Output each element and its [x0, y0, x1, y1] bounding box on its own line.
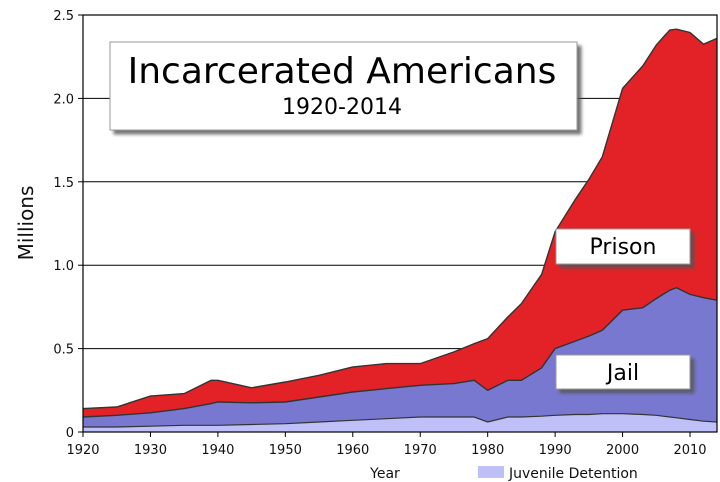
jail-label: Jail: [605, 361, 639, 386]
prison-label-frame: [555, 228, 691, 265]
plot-frame: [82, 14, 718, 433]
y-tick-label: 2.0: [53, 92, 74, 107]
x-axis-ticks: 1920 1930 1940 1950 1960 1970 1980 1990 2000 2010: [66, 432, 707, 458]
prison-boundary-line: [82, 28, 718, 410]
x-tick-label: 1970: [404, 443, 437, 458]
jail-boundary-line: [82, 286, 718, 418]
legend: Juvenile Detention: [478, 466, 638, 482]
juvenile-detention-area: [83, 413, 717, 432]
x-tick-label: 1930: [134, 443, 167, 458]
jail-label-frame: [555, 354, 691, 390]
juvenile-legend-swatch: [478, 466, 504, 478]
title-box: Incarcerated Americans 1920-2014: [109, 41, 578, 131]
chart-title: Incarcerated Americans: [128, 51, 557, 92]
y-axis-title: Millions: [14, 186, 38, 261]
y-tick-label: 1.5: [53, 176, 74, 191]
y-tick-label: 0: [66, 426, 74, 441]
juvenile-boundary-line: [83, 413, 718, 428]
y-tick-label: 0.5: [53, 343, 74, 358]
chart-subtitle: 1920-2014: [282, 95, 402, 120]
x-tick-label: 1940: [201, 443, 234, 458]
title-box-frame: [109, 41, 578, 131]
x-axis-title: Year: [369, 466, 400, 482]
y-tick-label: 1.0: [53, 259, 74, 274]
prison-label: Prison: [590, 235, 657, 260]
juvenile-legend-label: Juvenile Detention: [508, 466, 638, 482]
x-tick-label: 1950: [269, 443, 302, 458]
jail-area: [83, 287, 717, 427]
y-axis-ticks: 0 0.5 1.0 1.5 2.0 2.5: [53, 9, 83, 441]
x-tick-label: 1920: [66, 443, 99, 458]
x-tick-label: 1960: [336, 443, 369, 458]
x-tick-label: 1980: [471, 443, 504, 458]
y-tick-label: 2.5: [53, 9, 74, 24]
jail-label-box: Jail: [555, 354, 691, 390]
prison-label-box: Prison: [555, 228, 691, 265]
prison-area: [83, 29, 717, 417]
x-tick-label: 1990: [539, 443, 572, 458]
x-tick-label: 2000: [606, 443, 639, 458]
x-tick-label: 2010: [673, 443, 706, 458]
